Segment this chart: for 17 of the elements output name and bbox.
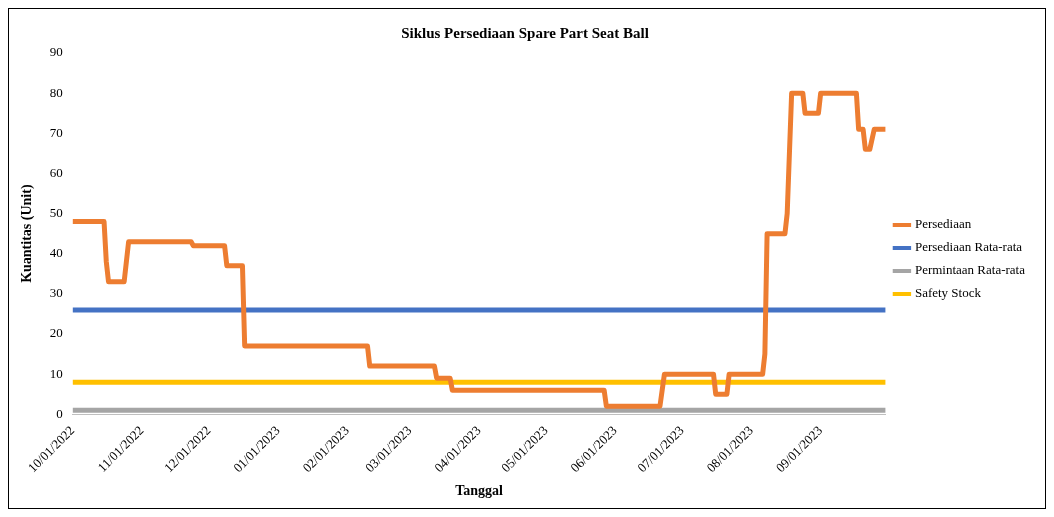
y-tick-label: 90 xyxy=(49,44,63,60)
y-tick-label: 0 xyxy=(56,405,63,421)
legend-label: Permintaan Rata-rata xyxy=(914,262,1026,278)
y-tick-label: 40 xyxy=(49,245,63,261)
y-tick-label: 20 xyxy=(49,325,63,341)
x-axis-title: Tanggal xyxy=(455,483,504,499)
y-tick-label: 60 xyxy=(49,164,63,180)
chart-title: Siklus Persediaan Spare Part Seat Ball xyxy=(401,24,649,41)
y-axis-title: Kuantitas (Unit) xyxy=(19,184,36,283)
y-tick-label: 70 xyxy=(49,124,63,140)
y-tick-label: 50 xyxy=(49,205,63,220)
legend-label: Persediaan Rata-rata xyxy=(914,239,1023,255)
y-tick-label: 30 xyxy=(49,285,63,301)
legend-label: Persediaan xyxy=(914,216,972,232)
y-tick-label: 80 xyxy=(49,84,63,100)
legend-label: Safety Stock xyxy=(914,285,982,301)
y-tick-label: 10 xyxy=(49,365,63,381)
